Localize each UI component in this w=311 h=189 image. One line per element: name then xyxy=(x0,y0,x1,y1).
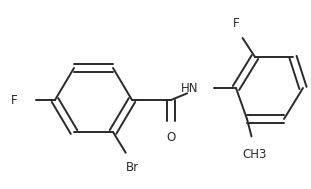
Text: F: F xyxy=(233,17,239,30)
Text: F: F xyxy=(12,94,18,106)
Text: O: O xyxy=(166,131,176,144)
Text: Br: Br xyxy=(125,161,139,174)
Text: HN: HN xyxy=(180,81,198,94)
Text: CH3: CH3 xyxy=(243,148,267,161)
